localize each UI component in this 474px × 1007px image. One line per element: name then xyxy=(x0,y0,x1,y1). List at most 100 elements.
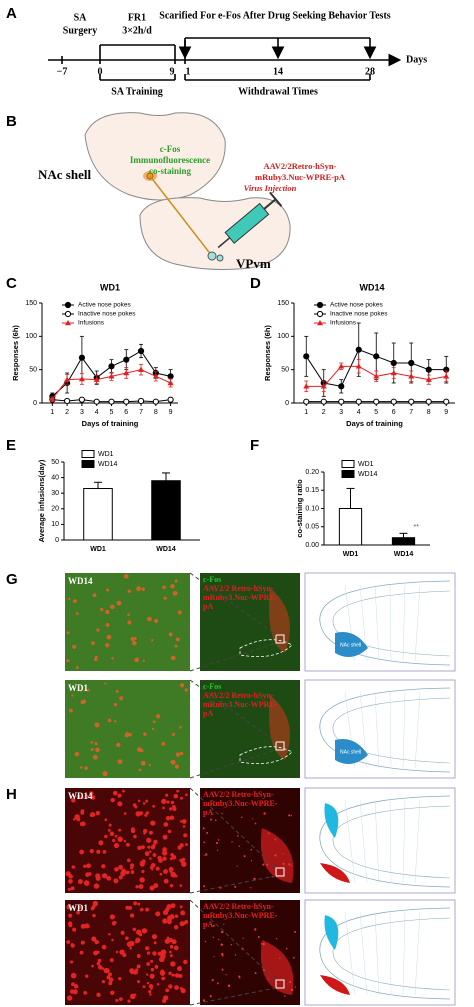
y-axis-title: Average infusions(day) xyxy=(37,459,46,542)
atlas-line xyxy=(414,691,421,769)
marker xyxy=(373,398,380,405)
x-tick-label: 9 xyxy=(444,409,448,416)
virus: mRuby3.Nuc-WPRE-pA xyxy=(255,172,346,182)
legend-label: WD14 xyxy=(98,461,118,468)
atlas-outline xyxy=(332,917,451,991)
significance: ** xyxy=(414,524,420,531)
atlas xyxy=(304,679,456,779)
y-axis-title: co-staining ratio xyxy=(295,479,304,538)
x-tick-label: WD14 xyxy=(156,546,176,553)
x-tick-label: 2 xyxy=(322,409,326,416)
marker xyxy=(65,320,71,326)
connector xyxy=(189,679,277,743)
y-tick-label: 0.10 xyxy=(305,505,319,512)
chart-title: WD14 xyxy=(359,282,384,292)
cells xyxy=(202,812,293,889)
day-label: 1 xyxy=(186,66,191,77)
atlas-line xyxy=(389,691,392,769)
marker xyxy=(390,370,397,376)
x-tick-label: 7 xyxy=(139,409,143,416)
schedule: 3×2h/d xyxy=(122,25,152,36)
y-tick-label: 0.00 xyxy=(305,542,319,549)
marker xyxy=(78,396,86,403)
y-tick-label: 0.05 xyxy=(305,524,319,531)
x-tick-label: WD1 xyxy=(343,551,359,558)
x-tick-label: 1 xyxy=(304,409,308,416)
marker xyxy=(338,383,345,390)
marker xyxy=(320,383,327,389)
atlas-region xyxy=(335,632,368,657)
legend-swatch xyxy=(341,460,355,468)
glow xyxy=(260,828,294,883)
marker xyxy=(408,359,415,367)
marker xyxy=(338,363,345,369)
marker xyxy=(167,373,174,380)
region-label: NAc shell xyxy=(38,167,91,182)
legend-label: Inactive nose pokes xyxy=(330,311,388,318)
legend-label: Active nose pokes xyxy=(78,302,132,309)
panel-label: G xyxy=(6,571,18,588)
atlas-region xyxy=(324,915,339,950)
connector xyxy=(189,749,277,779)
marker xyxy=(78,376,85,382)
marker xyxy=(64,376,71,382)
marker xyxy=(137,397,145,405)
marker xyxy=(64,301,72,309)
atlas-region xyxy=(320,863,350,883)
y-tick-label: 0 xyxy=(285,400,289,407)
group-label: WD14 xyxy=(68,791,93,801)
staining: c-Fos xyxy=(160,144,181,154)
marker xyxy=(152,398,159,405)
overlay-label: AAV2/2 Retro-hSyn- xyxy=(203,902,274,911)
micrograph xyxy=(65,788,190,893)
legend-label: WD1 xyxy=(98,451,114,458)
legend-swatch xyxy=(81,460,95,468)
marker xyxy=(64,397,71,405)
marker xyxy=(108,363,115,370)
connector xyxy=(189,899,277,981)
timeline xyxy=(48,37,402,81)
overlay-label: pA xyxy=(203,602,213,611)
atlas-line xyxy=(402,691,406,769)
atlas-outline xyxy=(332,805,451,879)
group-label: WD1 xyxy=(68,683,88,693)
x-tick-label: 3 xyxy=(80,409,84,416)
marker xyxy=(355,398,362,405)
atlas-outline xyxy=(332,590,451,657)
bar xyxy=(83,488,113,541)
y-tick-label: 30 xyxy=(51,490,59,497)
marker xyxy=(317,320,323,326)
virus: AAV2/2Retro-hSyn- xyxy=(264,161,337,171)
roi-box xyxy=(275,634,285,644)
overlay-label: c-Fos xyxy=(203,575,221,584)
connector xyxy=(189,642,277,672)
x-tick-label: 1 xyxy=(50,409,54,416)
schematic xyxy=(84,112,291,270)
micrograph xyxy=(65,680,190,778)
roi-box xyxy=(275,867,285,877)
y-tick-label: 50 xyxy=(51,459,59,466)
panel-label: C xyxy=(6,275,17,292)
atlas-line xyxy=(389,584,392,662)
overlay-label: AAV2/2 Retro-hSyn- xyxy=(203,691,274,700)
x-tick-label: 5 xyxy=(110,409,114,416)
group-label: WD1 xyxy=(68,903,88,913)
connector xyxy=(189,987,277,1006)
x-tick-label: 8 xyxy=(427,409,431,416)
staining: Immunofluorescence xyxy=(130,155,210,165)
x-axis-title: Days of training xyxy=(82,419,139,428)
atlas-region xyxy=(320,975,350,995)
atlas-outline xyxy=(319,687,451,773)
x-tick-label: 7 xyxy=(409,409,413,416)
marker xyxy=(137,347,145,355)
atlas-line xyxy=(374,691,380,769)
atlas-line xyxy=(414,799,421,884)
y-tick-label: 100 xyxy=(25,333,37,340)
legend-label: Infusions xyxy=(330,320,357,327)
atlas-line xyxy=(414,911,421,996)
x-tick-label: 5 xyxy=(374,409,378,416)
withdrawal: Withdrawal Times xyxy=(238,86,318,97)
marker xyxy=(303,353,310,360)
glow xyxy=(269,588,290,653)
